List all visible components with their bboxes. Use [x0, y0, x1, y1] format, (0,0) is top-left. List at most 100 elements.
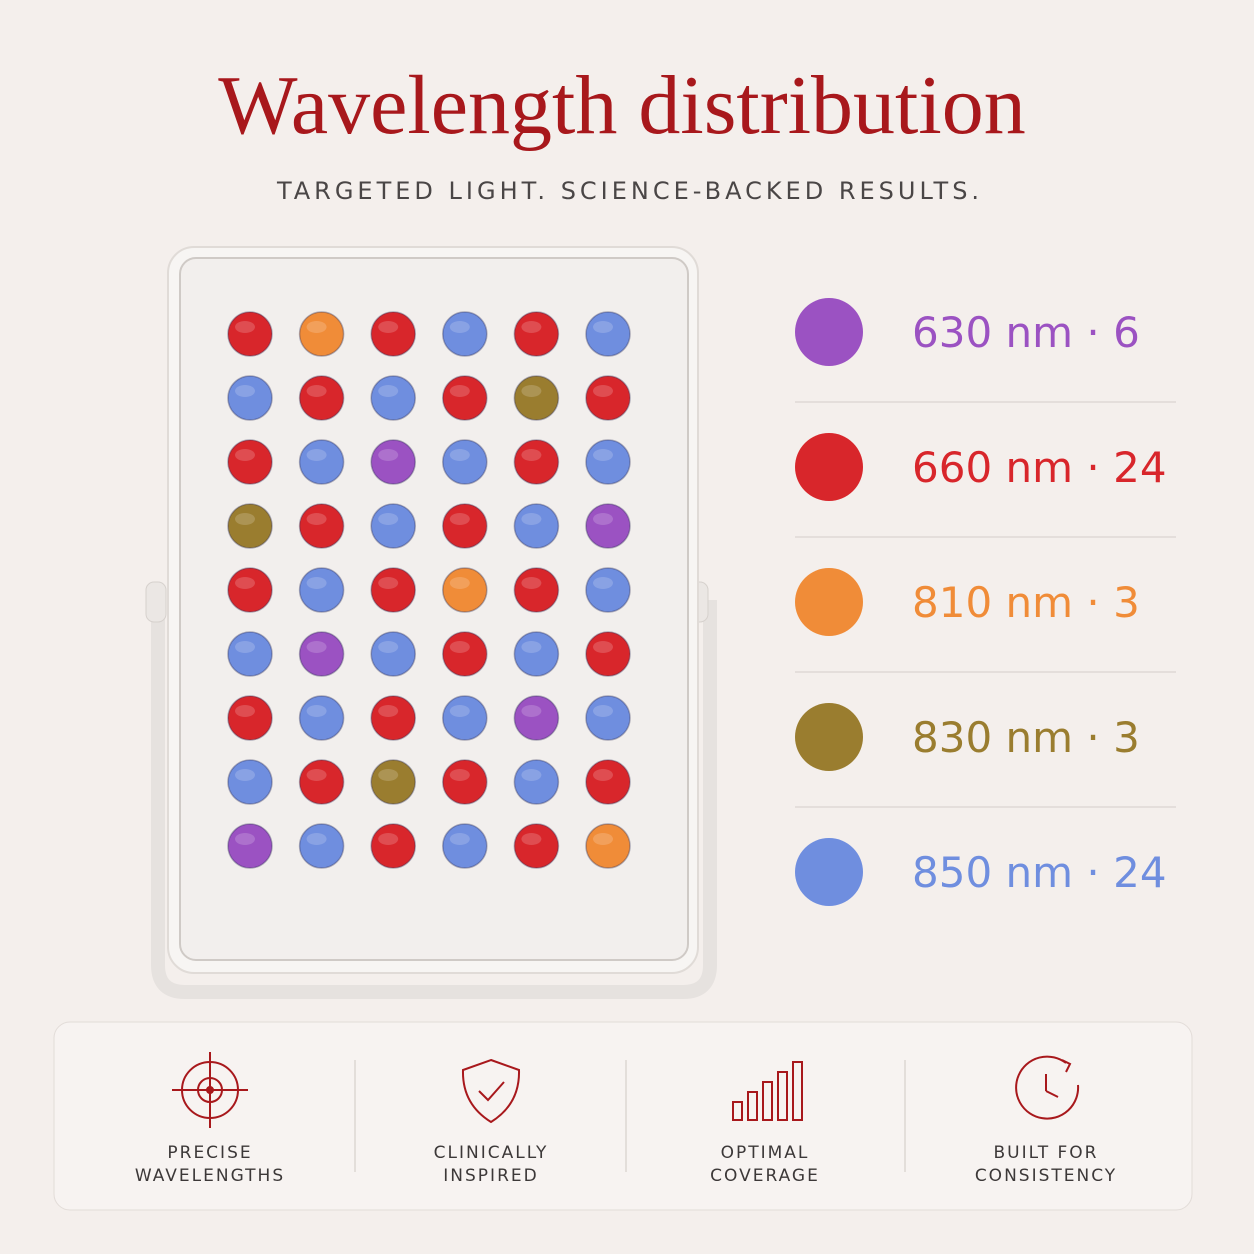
led [227, 311, 273, 357]
led [442, 439, 488, 485]
led [513, 823, 560, 869]
led-shine [235, 769, 255, 781]
led [585, 375, 631, 421]
led [227, 631, 273, 677]
led-shine [306, 641, 327, 653]
led [442, 503, 488, 549]
led [442, 631, 488, 677]
led [298, 631, 345, 677]
led-shine [378, 321, 399, 333]
led-shine [235, 321, 255, 333]
bars-icon [732, 1061, 803, 1121]
led-shine [593, 769, 613, 781]
led [513, 375, 560, 421]
legend-swatch [795, 568, 863, 636]
led-shine [521, 449, 542, 461]
led-shine [593, 385, 613, 397]
led [298, 759, 345, 805]
led-shine [378, 449, 399, 461]
led-shine [235, 449, 255, 461]
led [585, 503, 631, 549]
target-icon [172, 1052, 248, 1128]
shield-icon [461, 1058, 521, 1124]
legend: 630 nm · 6 660 nm · 24 810 nm · 3 830 nm · … [795, 298, 1176, 906]
led [298, 375, 345, 421]
feature-label: BUILT FOR [993, 1143, 1098, 1163]
led-shine [521, 641, 542, 653]
led-shine [449, 641, 470, 653]
led-shine [593, 513, 613, 525]
led [442, 375, 488, 421]
led [227, 503, 273, 549]
led [370, 631, 416, 677]
legend-swatch [795, 298, 863, 366]
led [585, 823, 631, 869]
led-shine [449, 577, 470, 589]
dividers [354, 1060, 906, 1172]
legend-label: 810 nm · 3 [912, 578, 1140, 627]
led-shine [378, 641, 399, 653]
led [442, 567, 488, 613]
led-shine [449, 833, 470, 845]
led [442, 311, 488, 357]
led [585, 631, 631, 677]
legend-swatch [795, 838, 863, 906]
led-shine [306, 833, 327, 845]
legend-swatch [795, 703, 863, 771]
device [145, 246, 717, 999]
feature-label: WAVELENGTHS [135, 1166, 285, 1186]
led [513, 439, 560, 485]
led-shine [521, 321, 542, 333]
led [442, 759, 488, 805]
feature-label: COVERAGE [710, 1166, 820, 1186]
led [513, 503, 560, 549]
legend-label: 830 nm · 3 [912, 713, 1140, 762]
feature-panel [53, 1021, 1193, 1211]
led [227, 823, 273, 869]
led-shine [378, 769, 399, 781]
led-shine [235, 705, 255, 717]
led-shine [593, 705, 613, 717]
legend-label: 850 nm · 24 [912, 848, 1167, 897]
led-shine [449, 321, 470, 333]
feature-label: OPTIMAL [721, 1143, 810, 1163]
led [298, 439, 345, 485]
led [298, 695, 345, 741]
led-shine [306, 449, 327, 461]
led-shine [449, 705, 470, 717]
led-shine [449, 513, 470, 525]
led-shine [306, 513, 327, 525]
led [298, 503, 345, 549]
led-shine [235, 385, 255, 397]
led [227, 695, 273, 741]
icons [172, 1052, 1080, 1128]
led-shine [593, 321, 613, 333]
clock-icon [1015, 1055, 1080, 1120]
led-shine [521, 769, 542, 781]
led-shine [378, 513, 399, 525]
led [227, 375, 273, 421]
led-shine [521, 577, 542, 589]
led-shine [593, 449, 613, 461]
led-shine [378, 705, 399, 717]
led-grid [227, 311, 631, 869]
led [227, 759, 273, 805]
led [370, 759, 416, 805]
led-shine [593, 833, 613, 845]
led-shine [449, 449, 470, 461]
led-shine [235, 513, 255, 525]
legend-swatch [795, 433, 863, 501]
feature-label: CLINICALLY [434, 1143, 549, 1163]
led [370, 439, 416, 485]
led [442, 695, 488, 741]
subtitle: TARGETED LIGHT. SCIENCE-BACKED RESULTS. [276, 177, 983, 205]
feature-label: PRECISE [167, 1143, 252, 1163]
led-shine [521, 513, 542, 525]
led [513, 695, 560, 741]
led [298, 823, 345, 869]
led-shine [449, 769, 470, 781]
led-shine [593, 577, 613, 589]
led [513, 311, 560, 357]
led-shine [235, 577, 255, 589]
